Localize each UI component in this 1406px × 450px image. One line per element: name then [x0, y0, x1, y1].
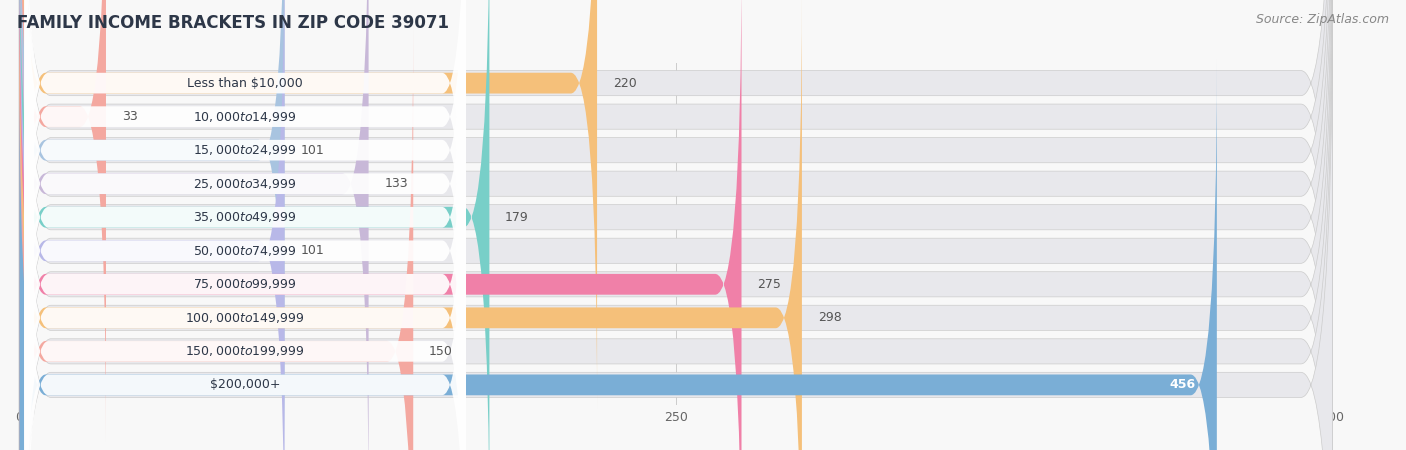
- Text: 456: 456: [1170, 378, 1197, 392]
- FancyBboxPatch shape: [20, 0, 741, 450]
- Text: 275: 275: [758, 278, 782, 291]
- FancyBboxPatch shape: [20, 60, 1216, 450]
- FancyBboxPatch shape: [20, 0, 1333, 450]
- FancyBboxPatch shape: [20, 0, 801, 450]
- FancyBboxPatch shape: [24, 0, 465, 450]
- Text: $10,000 to $14,999: $10,000 to $14,999: [194, 110, 297, 124]
- Text: 298: 298: [818, 311, 841, 324]
- Text: Less than $10,000: Less than $10,000: [187, 76, 304, 90]
- Text: $25,000 to $34,999: $25,000 to $34,999: [194, 177, 297, 191]
- Text: FAMILY INCOME BRACKETS IN ZIP CODE 39071: FAMILY INCOME BRACKETS IN ZIP CODE 39071: [17, 14, 449, 32]
- FancyBboxPatch shape: [24, 0, 465, 450]
- FancyBboxPatch shape: [20, 0, 368, 450]
- Text: $200,000+: $200,000+: [209, 378, 280, 392]
- FancyBboxPatch shape: [20, 0, 489, 450]
- FancyBboxPatch shape: [20, 0, 1333, 450]
- FancyBboxPatch shape: [20, 27, 413, 450]
- Text: $50,000 to $74,999: $50,000 to $74,999: [194, 244, 297, 258]
- FancyBboxPatch shape: [20, 0, 105, 441]
- Text: 150: 150: [429, 345, 453, 358]
- FancyBboxPatch shape: [20, 0, 1333, 450]
- Text: 179: 179: [505, 211, 529, 224]
- Text: 101: 101: [301, 144, 323, 157]
- FancyBboxPatch shape: [24, 0, 465, 450]
- Text: $75,000 to $99,999: $75,000 to $99,999: [194, 277, 297, 291]
- FancyBboxPatch shape: [20, 0, 1333, 450]
- FancyBboxPatch shape: [24, 27, 465, 450]
- Text: $15,000 to $24,999: $15,000 to $24,999: [194, 143, 297, 157]
- FancyBboxPatch shape: [24, 0, 465, 408]
- Text: $100,000 to $149,999: $100,000 to $149,999: [186, 311, 305, 325]
- Text: 220: 220: [613, 76, 637, 90]
- FancyBboxPatch shape: [20, 0, 598, 408]
- Text: $150,000 to $199,999: $150,000 to $199,999: [186, 344, 305, 358]
- FancyBboxPatch shape: [20, 0, 1333, 450]
- FancyBboxPatch shape: [24, 60, 465, 450]
- Text: Source: ZipAtlas.com: Source: ZipAtlas.com: [1256, 14, 1389, 27]
- Text: $35,000 to $49,999: $35,000 to $49,999: [194, 210, 297, 224]
- Text: 101: 101: [301, 244, 323, 257]
- Text: 133: 133: [384, 177, 408, 190]
- Text: 33: 33: [122, 110, 138, 123]
- FancyBboxPatch shape: [20, 0, 1333, 450]
- FancyBboxPatch shape: [24, 0, 465, 374]
- FancyBboxPatch shape: [24, 0, 465, 441]
- FancyBboxPatch shape: [20, 0, 1333, 450]
- FancyBboxPatch shape: [20, 0, 1333, 450]
- FancyBboxPatch shape: [20, 0, 1333, 450]
- FancyBboxPatch shape: [24, 0, 465, 450]
- FancyBboxPatch shape: [24, 94, 465, 450]
- FancyBboxPatch shape: [20, 0, 284, 450]
- FancyBboxPatch shape: [20, 0, 1333, 450]
- FancyBboxPatch shape: [20, 0, 284, 450]
